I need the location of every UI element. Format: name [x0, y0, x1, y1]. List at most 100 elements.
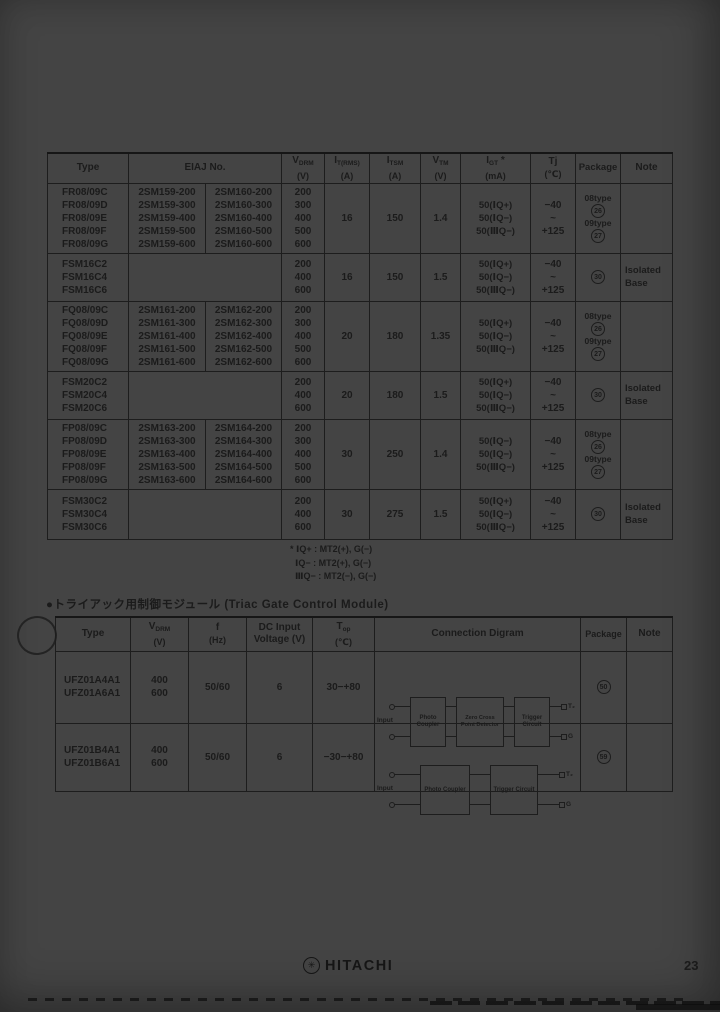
- col-header-eiaj: EIAJ No.: [128, 152, 282, 184]
- package-outline-number-icon: 26: [591, 440, 605, 454]
- eiaj-cell-a: 2SM159-200 2SM159-300 2SM159-400 2SM159-…: [128, 182, 206, 254]
- table-row-fsm20: FSM20C2 FSM20C4 FSM20C6 200 400 600 20 1…: [47, 370, 673, 420]
- brand-wordmark: HITACHI: [325, 957, 394, 974]
- package-outline-number-icon: 27: [591, 347, 605, 361]
- col-header-note: Note: [620, 152, 673, 184]
- vdrm-cell: 200 300 400 500 600: [281, 418, 325, 490]
- note-cell: [626, 722, 673, 792]
- dc-input-cell: 6: [246, 650, 313, 724]
- package-cell: 50: [580, 650, 627, 724]
- table-row-ufz01a: UFZ01A4A1 UFZ01A6A1 400 600 50/60 6 30−+…: [55, 650, 673, 747]
- package-cell: 30: [575, 488, 621, 540]
- note-cell: Isolated Base: [620, 252, 673, 302]
- top-cell: 30−+80: [312, 650, 375, 724]
- header-eiaj-label: EIAJ No.: [184, 162, 226, 174]
- header-dc-input-line2: Voltage (V): [253, 634, 306, 646]
- scan-smudge: [636, 1004, 720, 1010]
- itrms-cell: 20: [324, 370, 370, 420]
- col-header-itsm: ITSM (A): [369, 152, 421, 184]
- type-cell: FP08/09C FP08/09D FP08/09E FP08/09F FP08…: [47, 418, 129, 490]
- tj-cell: −40 ~ +125: [530, 418, 576, 490]
- photo-coupler-box: Photo Coupler: [420, 765, 470, 815]
- package-cell: 08type 26 09type 27: [575, 418, 621, 490]
- vtm-cell: 1.5: [420, 488, 461, 540]
- table-row-fsm16: FSM16C2 FSM16C4 FSM16C6 200 400 600 16 1…: [47, 252, 673, 302]
- table-row-ufz01b: UFZ01B4A1 UFZ01B6A1 400 600 50/60 6 −30−…: [55, 722, 673, 815]
- dc-input-cell: 6: [246, 722, 313, 792]
- scan-smudge: [28, 998, 688, 1001]
- wire: [550, 706, 562, 708]
- scan-smudge: [430, 1001, 720, 1005]
- eiaj-cell-a: 2SM163-200 2SM163-300 2SM163-400 2SM163-…: [128, 418, 206, 490]
- col-header-type: Type: [55, 616, 131, 652]
- igt-cell: 50(ⅠQ+) 50(ⅠQ−) 50(ⅢQ−): [460, 182, 531, 254]
- itrms-cell: 30: [324, 488, 370, 540]
- tj-cell: −40 ~ +125: [530, 252, 576, 302]
- header-frequency-unit: (Hz): [209, 635, 226, 646]
- wire: [446, 736, 456, 738]
- package-outline-number-icon: 30: [591, 270, 605, 284]
- wire: [504, 736, 514, 738]
- vdrm-cell: 200 400 600: [281, 252, 325, 302]
- package-cell: 59: [580, 722, 627, 792]
- frequency-cell: 50/60: [188, 722, 247, 792]
- col-header-vdrm: VDRM (V): [130, 616, 189, 652]
- col-header-igt: IGT * (mA): [460, 152, 531, 184]
- header-vdrm-label: VDRM: [148, 620, 171, 633]
- header-itsm-label: ITSM: [386, 154, 404, 167]
- vdrm-cell: 200 400 600: [281, 370, 325, 420]
- vtm-cell: 1.4: [420, 182, 461, 254]
- vtm-cell: 1.5: [420, 252, 461, 302]
- package-outline-number-icon: 26: [591, 204, 605, 218]
- igt-cell: 50(ⅠQ+) 50(ⅠQ−) 50(ⅢQ−): [460, 252, 531, 302]
- itsm-cell: 180: [369, 370, 421, 420]
- connection-diagram-cell: Input Photo Coupler Zero Cross Point Det…: [374, 650, 581, 747]
- tj-cell: −40 ~ +125: [530, 300, 576, 372]
- itrms-cell: 16: [324, 182, 370, 254]
- tj-cell: −40 ~ +125: [530, 182, 576, 254]
- header-top-label: Top: [336, 620, 351, 633]
- igt-cell: 50(ⅠQ+) 50(ⅠQ−) 50(ⅢQ−): [460, 488, 531, 540]
- header-igt-unit: (mA): [485, 170, 506, 181]
- header-note-label: Note: [635, 162, 658, 174]
- eiaj-cell-empty: [128, 370, 282, 420]
- col-header-package: Package: [575, 152, 621, 184]
- note-cell: Isolated Base: [620, 370, 673, 420]
- itrms-cell: 16: [324, 252, 370, 302]
- header-top-unit: (℃): [335, 636, 352, 647]
- footer-brand: ✳ HITACHI: [303, 957, 393, 974]
- header-type-label: Type: [81, 628, 105, 640]
- output-terminal-icon: [561, 704, 567, 710]
- table-row-fp08-09: FP08/09C FP08/09D FP08/09E FP08/09F FP08…: [47, 418, 673, 490]
- header-note-label: Note: [638, 628, 661, 640]
- table-header-row: Type VDRM (V) f (Hz) DC Input Voltage (V…: [55, 616, 673, 652]
- vtm-cell: 1.35: [420, 300, 461, 372]
- note-cell: [620, 182, 673, 254]
- type-cell: UFZ01A4A1 UFZ01A6A1: [55, 650, 131, 724]
- eiaj-cell-b: 2SM164-200 2SM164-300 2SM164-400 2SM164-…: [205, 418, 282, 490]
- eiaj-cell-a: 2SM161-200 2SM161-300 2SM161-400 2SM161-…: [128, 300, 206, 372]
- eiaj-cell-empty: [128, 488, 282, 540]
- itrms-cell: 30: [324, 418, 370, 490]
- col-header-connection-diagram: Connection Digram: [374, 616, 581, 652]
- trigger-circuit-box: Trigger Circuit: [514, 697, 550, 747]
- table-header-row: Type EIAJ No. VDRM (V) IT(RMS) (A) ITSM …: [47, 152, 673, 184]
- type-cell: UFZ01B4A1 UFZ01B6A1: [55, 722, 131, 792]
- diagram-t2-label: T₂: [568, 703, 575, 710]
- eiaj-cell-empty: [128, 252, 282, 302]
- vdrm-cell: 200 400 600: [281, 488, 325, 540]
- itsm-cell: 150: [369, 252, 421, 302]
- col-header-vdrm: VDRM (V): [281, 152, 325, 184]
- header-type-label: Type: [76, 162, 100, 174]
- handwritten-circle-annotation: [15, 614, 59, 657]
- note-cell: [620, 300, 673, 372]
- wire: [470, 804, 490, 806]
- connection-diagram-cell: Input Photo Coupler Trigger Circuit T₂ G: [374, 722, 581, 815]
- zero-cross-point-detector-box: Zero Cross Point Detector: [456, 697, 504, 747]
- type-cell: FSM30C2 FSM30C4 FSM30C6: [47, 488, 129, 540]
- package-outline-number-icon: 50: [596, 680, 611, 694]
- header-itrms-label: IT(RMS): [334, 154, 360, 167]
- wire: [538, 774, 560, 776]
- output-terminal-icon: [559, 772, 565, 778]
- package-cell: 30: [575, 370, 621, 420]
